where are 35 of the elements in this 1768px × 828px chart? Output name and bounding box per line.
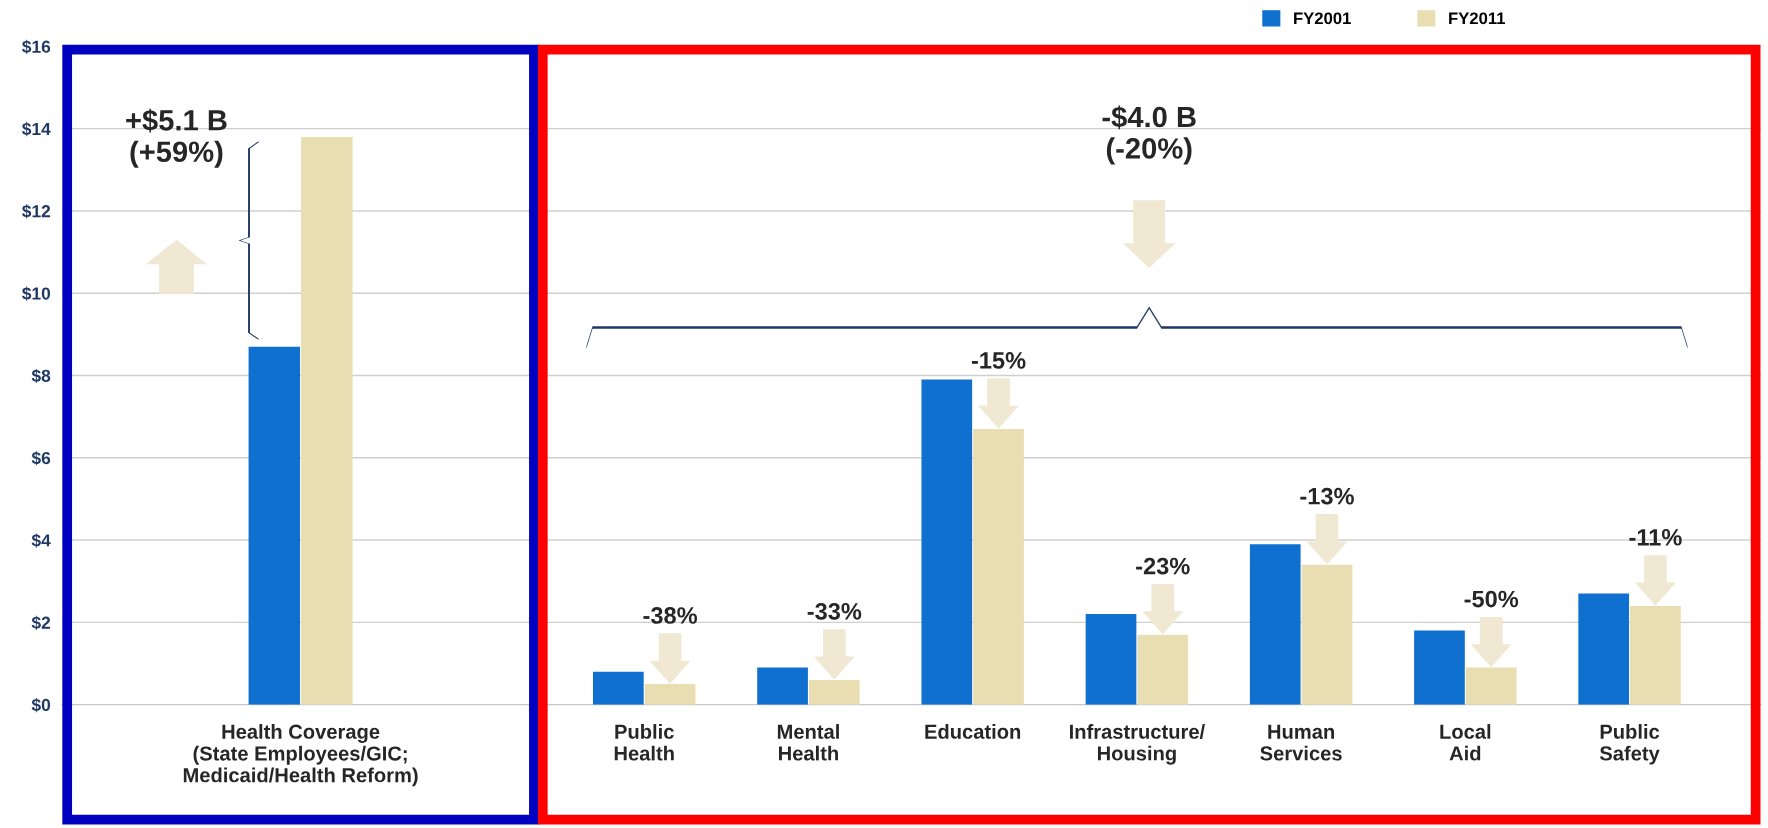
y-tick-label: $4 bbox=[31, 533, 51, 548]
x-tick-label: Infrastructure/ Housing bbox=[1069, 724, 1205, 765]
annotation: -23% bbox=[1136, 557, 1190, 575]
bar bbox=[921, 379, 973, 705]
bar bbox=[1249, 544, 1301, 705]
y-tick-label: $0 bbox=[31, 698, 51, 713]
x-tick-label: Public Health bbox=[614, 724, 674, 761]
y-tick-label: $10 bbox=[22, 286, 51, 301]
legend-label: FY2011 bbox=[1449, 12, 1506, 25]
bar bbox=[1414, 630, 1465, 705]
annotation: -38% bbox=[643, 607, 698, 624]
y-tick-label: $14 bbox=[22, 122, 51, 137]
x-tick-label: Mental Health bbox=[777, 724, 839, 761]
y-tick-label: $12 bbox=[22, 204, 51, 219]
annotation: -$4.0 B (-20%) bbox=[1102, 105, 1196, 165]
annotation: -11% bbox=[1629, 529, 1682, 546]
annotation: -13% bbox=[1300, 487, 1354, 505]
x-tick-label: Human Services bbox=[1260, 724, 1342, 761]
x-tick-label: Public Safety bbox=[1599, 724, 1660, 765]
x-tick-label: Education bbox=[925, 724, 1021, 739]
x-tick-label: Health Coverage (State Employees/GIC; Medicaid/Health Reform) bbox=[183, 724, 418, 787]
annotation: -33% bbox=[807, 603, 862, 620]
bar bbox=[1578, 593, 1630, 705]
y-tick-label: $6 bbox=[31, 451, 51, 466]
y-tick-label: $8 bbox=[31, 368, 51, 384]
annotation: +$5.1 B (+59%) bbox=[126, 108, 227, 168]
annotation: -50% bbox=[1464, 590, 1519, 608]
bar bbox=[757, 667, 808, 705]
bar bbox=[593, 671, 644, 705]
bar bbox=[1085, 614, 1137, 705]
legend-label: FY2001 bbox=[1294, 12, 1351, 25]
y-tick-label: $16 bbox=[22, 39, 51, 54]
y-tick-label: $2 bbox=[31, 615, 51, 630]
annotation: -15% bbox=[971, 352, 1026, 369]
x-tick-label: Local Aid bbox=[1440, 724, 1491, 761]
